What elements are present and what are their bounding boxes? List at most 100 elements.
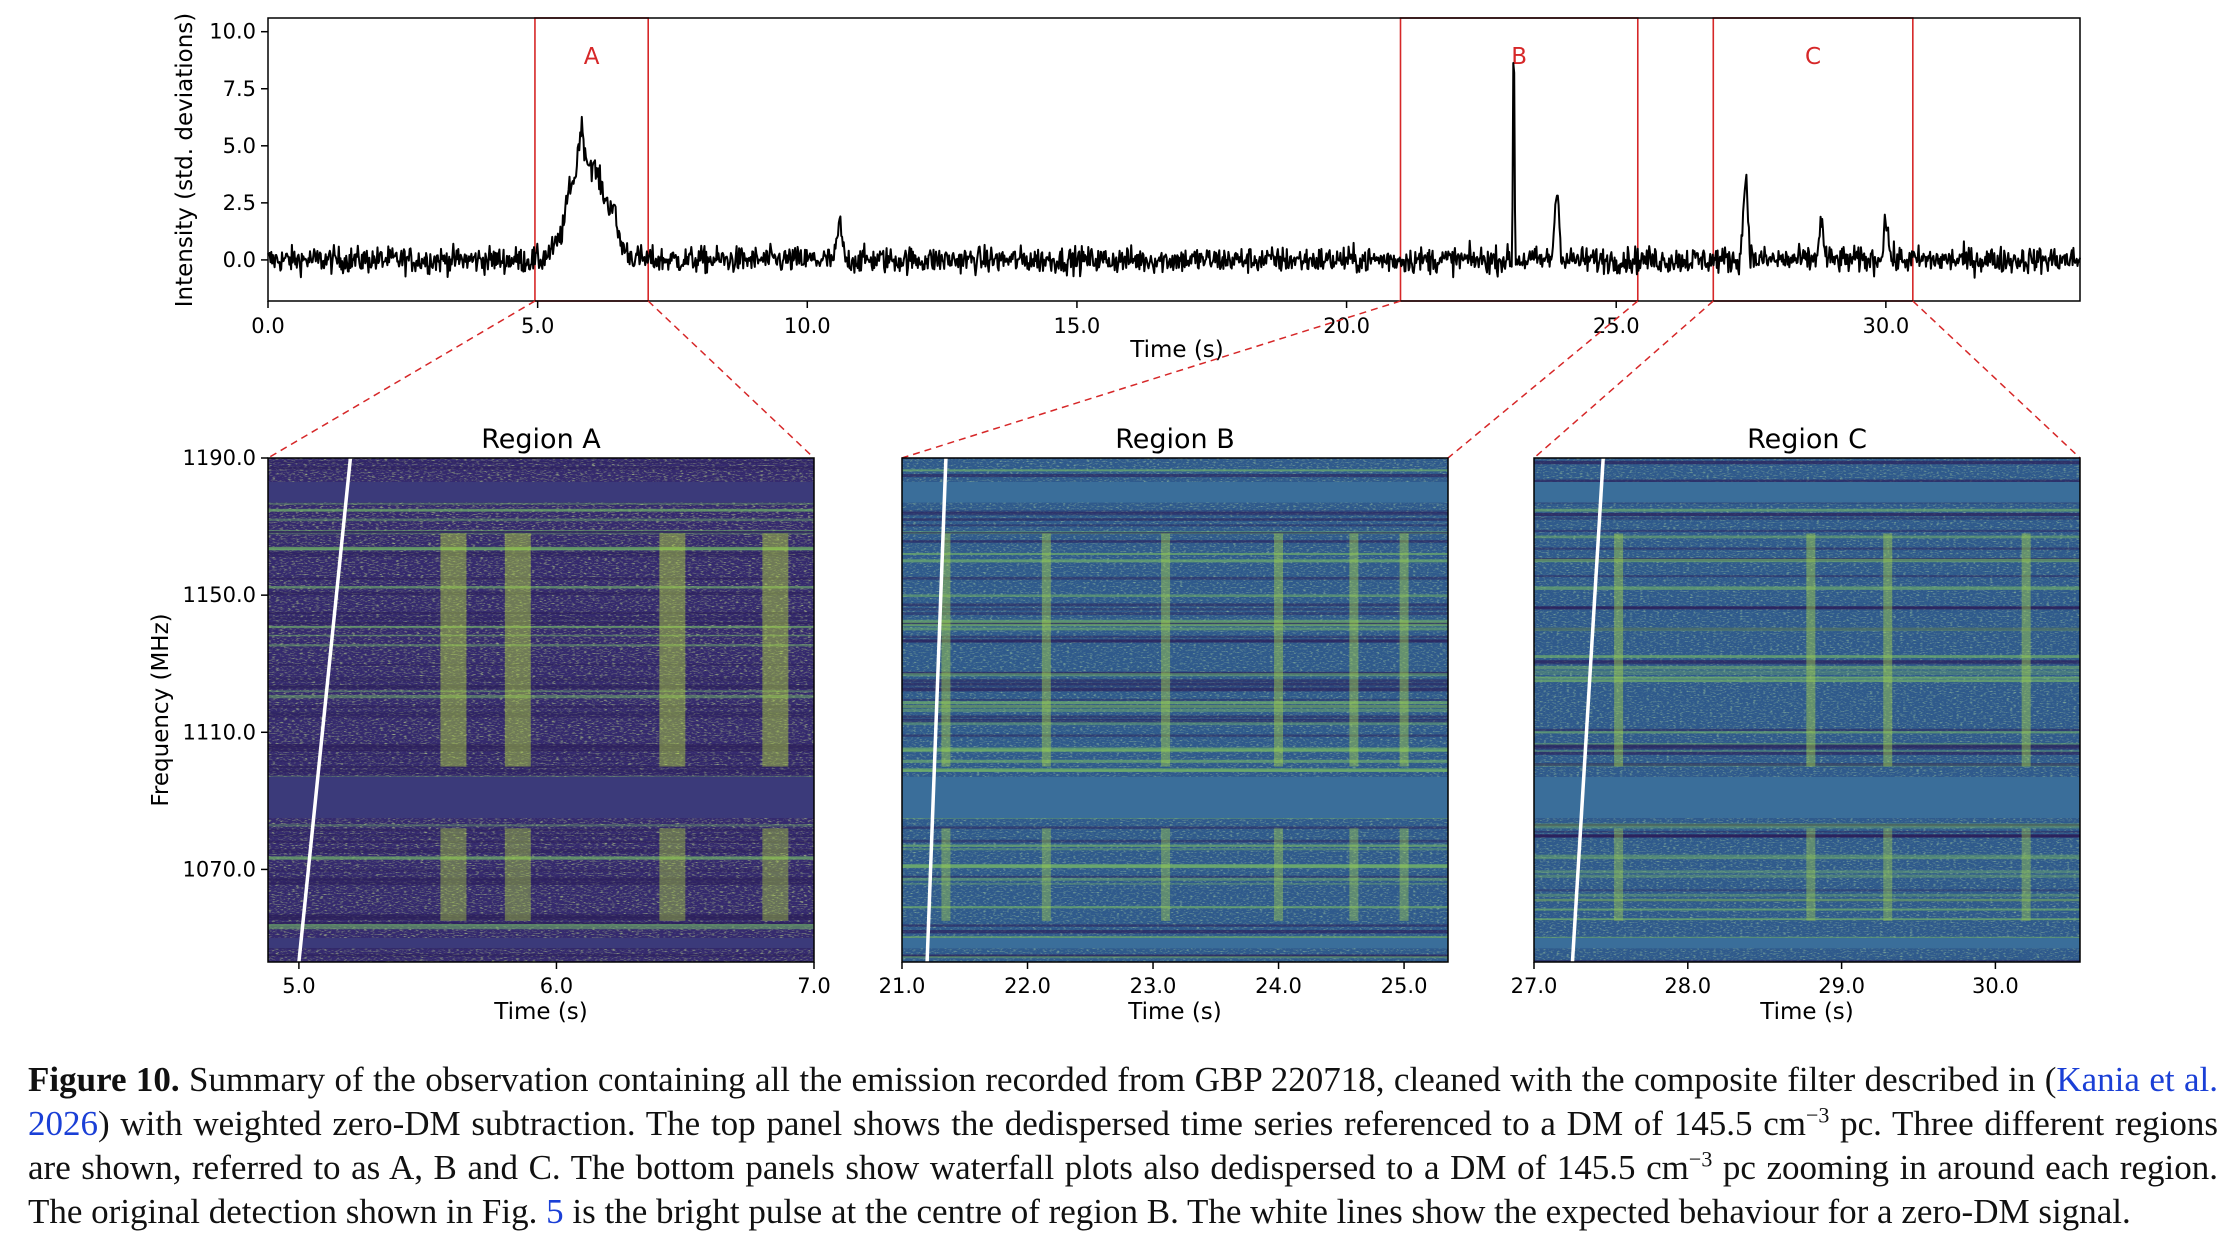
channel-stripe xyxy=(1534,535,2080,539)
waterfall-noise xyxy=(1534,458,2080,962)
citation-link[interactable]: Kania et al. 2026 xyxy=(28,1060,2218,1143)
connector-line xyxy=(901,300,1401,459)
burst-emission xyxy=(659,533,686,767)
waterfall-title: Region C xyxy=(1747,424,1867,455)
channel-stripe xyxy=(268,954,814,957)
burst-emission xyxy=(1806,533,1816,767)
channel-stripe xyxy=(268,679,814,682)
caption-text-2: ) with weighted zero-DM subtraction. The… xyxy=(98,1104,1806,1143)
x-tick-label: 10.0 xyxy=(784,314,831,338)
channel-stripe xyxy=(902,620,1448,624)
channel-stripe xyxy=(902,708,1448,712)
channel-stripe xyxy=(902,518,1448,521)
channel-stripe xyxy=(1534,742,2080,746)
channel-stripe xyxy=(1534,627,2080,631)
channel-stripe xyxy=(1534,854,2080,858)
channel-stripe xyxy=(902,747,1448,751)
channel-stripe xyxy=(268,754,814,757)
channel-stripe xyxy=(268,461,814,464)
caption-text-3: pc. Three different regions are shown, r… xyxy=(28,1104,2218,1187)
x-tick-label: 0.0 xyxy=(251,314,284,338)
y-tick-label: 1110.0 xyxy=(183,720,256,744)
burst-emission xyxy=(762,828,789,921)
channel-stripe xyxy=(902,875,1448,878)
channel-stripe xyxy=(1534,835,2080,838)
region-label-b: B xyxy=(1511,44,1527,70)
channel-stripe xyxy=(268,922,814,924)
channel-stripe xyxy=(268,508,814,512)
channel-stripe xyxy=(268,634,814,637)
channel-stripe xyxy=(268,612,814,615)
channel-stripe xyxy=(902,635,1448,639)
channel-stripe xyxy=(268,765,814,768)
x-tick-label: 28.0 xyxy=(1664,974,1711,998)
channel-stripe xyxy=(1534,627,2080,632)
burst-emission xyxy=(504,533,531,767)
channel-stripe xyxy=(268,760,814,763)
burst-emission xyxy=(440,533,467,767)
zero-dm-line xyxy=(925,457,948,963)
region-label-c: C xyxy=(1805,44,1821,70)
waterfall-frame xyxy=(901,457,1449,963)
x-tick-label: 7.0 xyxy=(797,974,830,998)
masked-band xyxy=(1534,776,2080,818)
channel-stripe xyxy=(902,864,1448,869)
burst-emission xyxy=(1274,533,1284,767)
channel-stripe xyxy=(268,924,814,927)
channel-stripe xyxy=(1534,728,2080,732)
channel-stripe xyxy=(268,621,814,625)
channel-stripe xyxy=(1534,655,2080,658)
burst-emission xyxy=(659,828,686,921)
channel-stripe xyxy=(1534,670,2080,674)
caption-superscript-1: −3 xyxy=(1805,1102,1830,1128)
channel-stripe xyxy=(268,548,814,551)
channel-stripe xyxy=(268,840,814,843)
channel-stripe xyxy=(268,828,814,832)
masked-band xyxy=(902,938,1448,949)
channel-stripe xyxy=(902,686,1448,690)
channel-stripe xyxy=(902,682,1448,686)
burst-emission xyxy=(1614,828,1624,921)
channel-stripe xyxy=(268,711,814,715)
zoom-connectors xyxy=(267,300,2081,459)
channel-stripe xyxy=(1534,479,2080,483)
channel-stripe xyxy=(902,473,1448,478)
channel-stripe xyxy=(268,554,814,557)
channel-stripe xyxy=(1534,918,2080,921)
x-tick-label: 20.0 xyxy=(1323,314,1370,338)
time-series-line xyxy=(267,62,2081,279)
masked-band xyxy=(902,776,1448,818)
channel-stripe xyxy=(1534,460,2080,465)
channel-stripe xyxy=(1534,763,2080,766)
caption-label: Figure 10. xyxy=(28,1060,180,1099)
masked-band xyxy=(268,938,814,949)
channel-stripe xyxy=(268,586,814,589)
channel-stripe xyxy=(902,673,1448,677)
figure-reference-link[interactable]: 5 xyxy=(546,1192,564,1231)
channel-stripe xyxy=(902,531,1448,534)
burst-emission xyxy=(1806,828,1816,921)
channel-stripe xyxy=(1534,830,2080,833)
channel-stripe xyxy=(902,929,1448,934)
region-label-a: A xyxy=(584,44,600,70)
channel-stripe xyxy=(1534,731,2080,734)
burst-emission xyxy=(1161,533,1171,767)
channel-stripe xyxy=(902,722,1448,726)
channel-stripe xyxy=(1534,889,2080,892)
channel-stripe xyxy=(902,839,1448,843)
burst-emission xyxy=(1399,828,1409,921)
channel-stripe xyxy=(268,869,814,872)
channel-stripe xyxy=(1534,834,2080,838)
channel-stripe xyxy=(268,591,814,596)
channel-stripe xyxy=(1534,661,2080,665)
channel-stripe xyxy=(1534,673,2080,675)
masked-band xyxy=(1534,938,2080,949)
waterfall-panels: Region A 5.0 6.0 7.0 Time (s) 1190.0 1150.0 111… xyxy=(183,424,2081,1025)
channel-stripe xyxy=(1534,606,2080,610)
channel-stripe xyxy=(268,532,814,535)
burst-emission xyxy=(1041,828,1051,921)
channel-stripe xyxy=(268,773,814,775)
channel-stripe xyxy=(268,916,814,921)
time-series-x-ticks: 0.0 5.0 10.0 15.0 20.0 25.0 30.0 xyxy=(251,301,1909,338)
x-tick-label: 25.0 xyxy=(1381,974,1428,998)
